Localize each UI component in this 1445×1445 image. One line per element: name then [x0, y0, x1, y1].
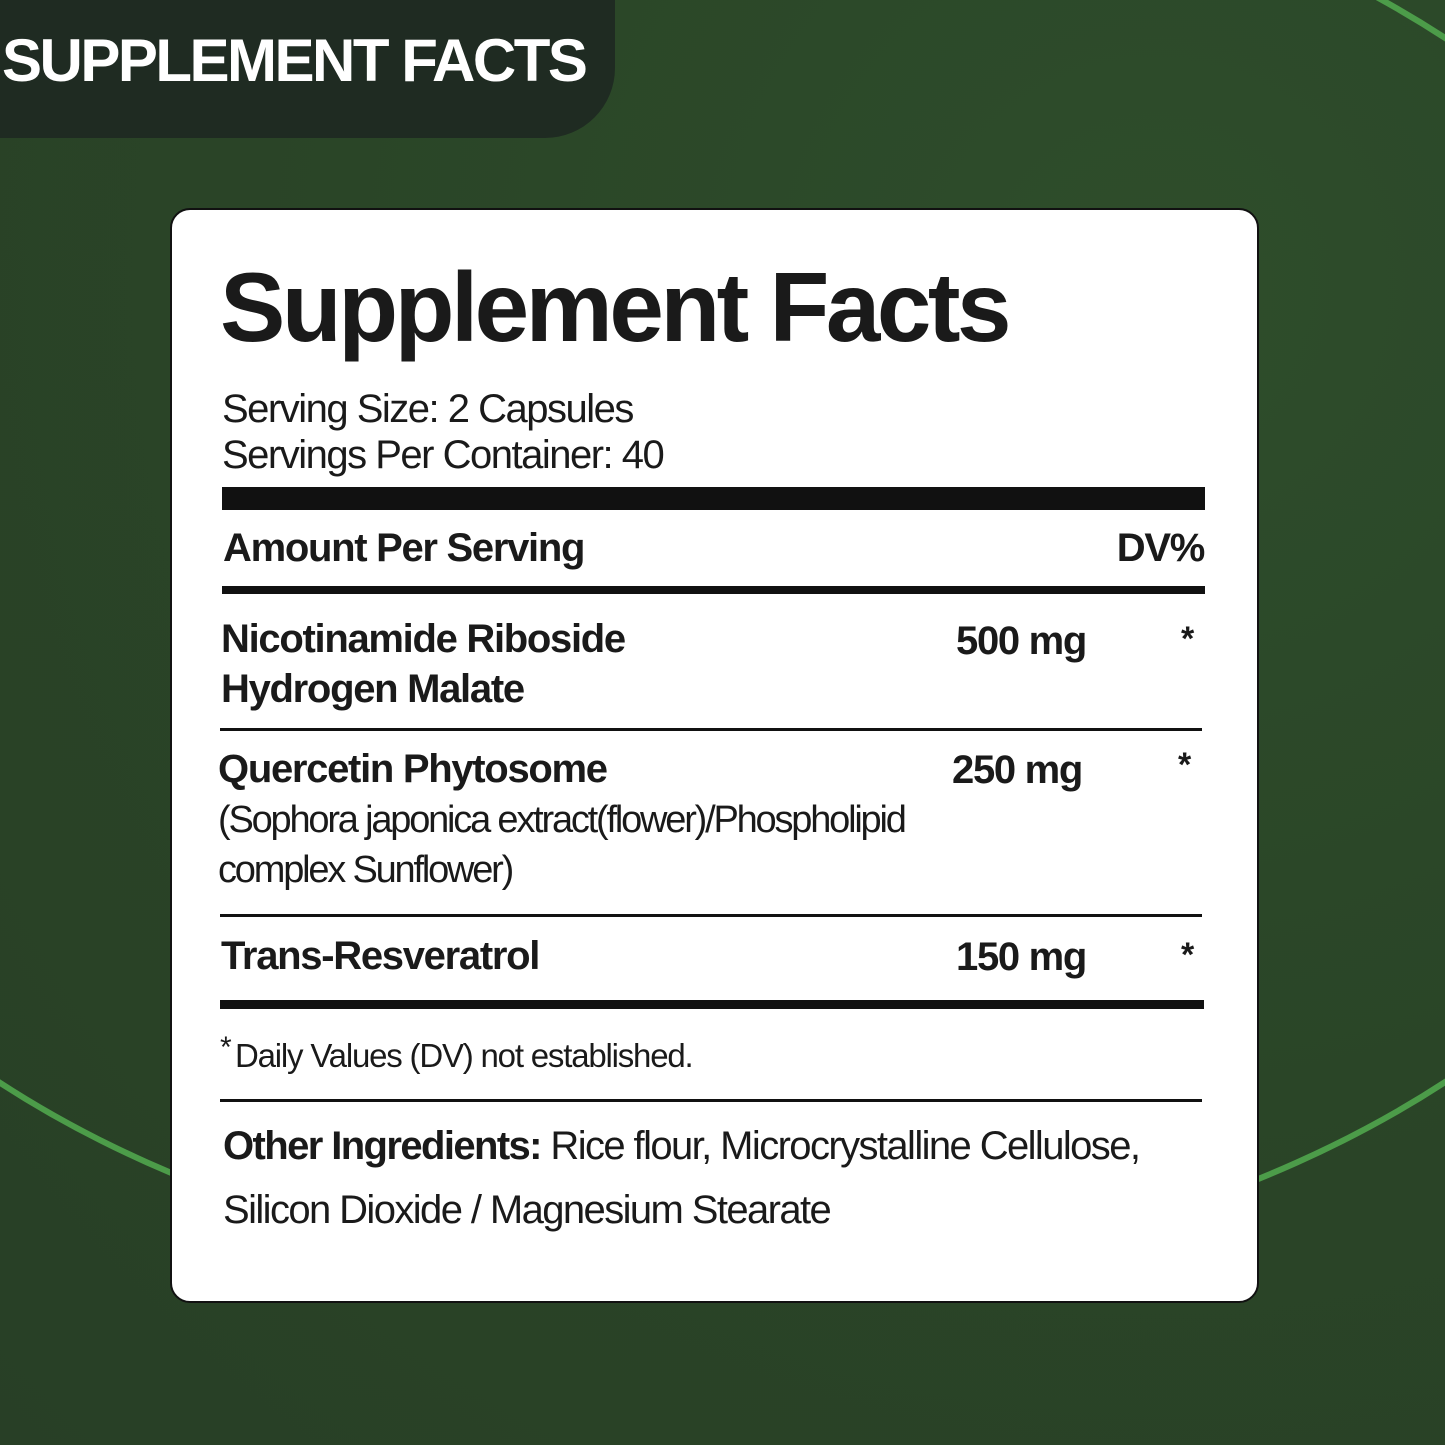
divider: [220, 728, 1202, 731]
banner: SUPPLEMENT FACTS: [0, 0, 615, 138]
dv-header: DV%: [1116, 526, 1206, 570]
ingredient-detail-line2: complex Sunflower): [218, 849, 514, 891]
ingredient-name-line2: Hydrogen Malate: [221, 667, 525, 711]
footnote: Daily Values (DV) not established.: [235, 1037, 694, 1074]
divider: [222, 586, 1205, 594]
ingredient-dv: *: [1181, 620, 1195, 658]
other-ingredients-line1: Rice flour, Microcrystalline Cellulose,: [540, 1124, 1141, 1168]
supplement-facts-card: [170, 208, 1259, 1303]
ingredient-name: Nicotinamide Riboside: [221, 617, 626, 661]
banner-title: SUPPLEMENT FACTS: [2, 27, 588, 94]
other-ingredients: Other Ingredients: Rice flour, Microcrys…: [223, 1124, 1141, 1168]
divider: [220, 1099, 1202, 1102]
other-ingredients-label: Other Ingredients:: [223, 1124, 543, 1168]
other-ingredients-line2: Silicon Dioxide / Magnesium Stearate: [223, 1188, 832, 1232]
footnote-mark: *: [220, 1031, 232, 1064]
divider: [220, 914, 1202, 917]
ingredient-name: Quercetin Phytosome: [218, 747, 608, 791]
ingredient-amount: 150 mg: [956, 935, 1087, 979]
ingredient-amount: 500 mg: [956, 619, 1087, 663]
divider: [220, 1000, 1204, 1009]
serving-size: Serving Size: 2 Capsules: [222, 387, 634, 431]
amount-per-serving-header: Amount Per Serving: [223, 526, 585, 570]
ingredient-dv: *: [1178, 746, 1192, 784]
thick-divider: [222, 487, 1205, 510]
ingredient-amount: 250 mg: [952, 748, 1083, 792]
ingredient-detail: (Sophora japonica extract(flower)/Phosph…: [218, 799, 907, 841]
ingredient-dv: *: [1181, 936, 1195, 974]
ingredient-name: Trans-Resveratrol: [221, 934, 540, 978]
servings-per-container: Servings Per Container: 40: [222, 433, 665, 477]
label-title: Supplement Facts: [220, 252, 1012, 362]
